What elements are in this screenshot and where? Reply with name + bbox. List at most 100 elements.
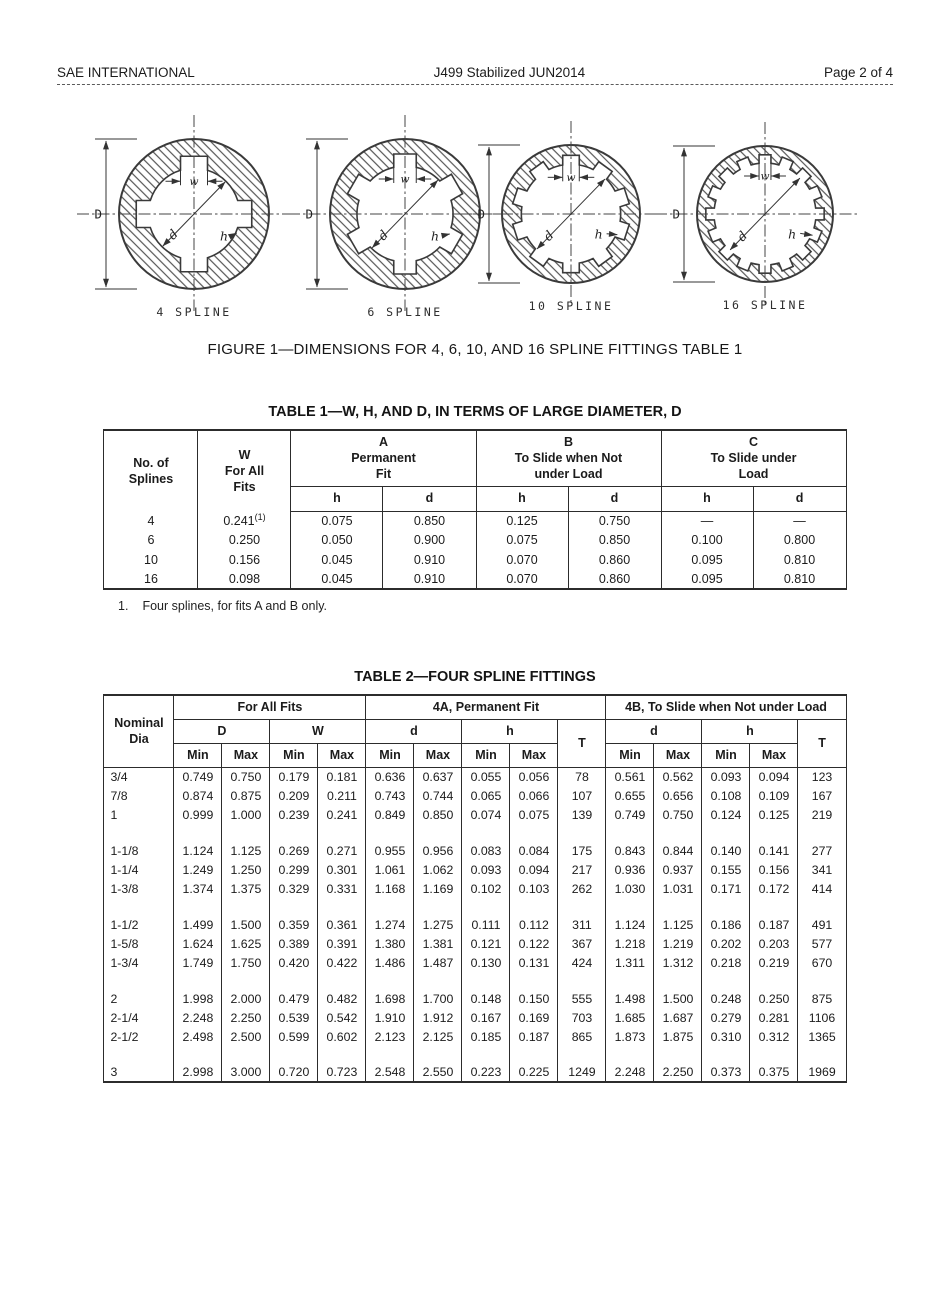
spline-count-label: 16 SPLINE [723,298,808,312]
spacer-cell [317,824,366,841]
spacer-cell [749,824,798,841]
spacer-cell [103,1046,174,1063]
spacer-cell [653,824,702,841]
cell-value: 0.093 [461,860,510,879]
spacer-cell [317,1046,366,1063]
spacer-cell [173,972,222,989]
cell-value: 0.301 [317,860,366,879]
cell-value: 2.998 [173,1063,222,1082]
table2-max: Max [749,743,798,768]
svg-text:h: h [431,229,439,244]
cell-value: 107 [557,786,606,805]
cell-value: 1.124 [605,915,654,934]
cell-value: 1249 [557,1063,606,1082]
dimension-D [673,145,715,283]
spacer-cell [173,1046,222,1063]
cell-value: 0.131 [509,953,558,972]
spacer-cell [269,1046,318,1063]
cell-value: 1.312 [653,953,702,972]
cell-value: 0.860 [567,569,661,589]
dimension-d-line [729,177,801,251]
cell-value: 367 [557,934,606,953]
spline-count-label: 10 SPLINE [529,299,614,313]
cell-value: 0.100 [660,530,753,550]
cell-value: 0.125 [749,805,798,824]
cell-value: 0.172 [749,879,798,898]
dim-label-D: D [672,207,680,222]
table2-min: Min [365,743,414,768]
cell-value: 1.486 [365,953,414,972]
table2-max: Max [221,743,270,768]
table2-group-all-fits: For All Fits [173,695,366,720]
table1-group-b-header: B To Slide when Not under Load [475,430,661,487]
cell-num-splines: 16 [103,569,198,589]
cell-nominal-dia: 2-1/2 [103,1027,174,1046]
spacer-cell [413,972,462,989]
cell-value: 577 [797,934,847,953]
cell-value: 0.109 [749,786,798,805]
cell-value: 219 [797,805,847,824]
spacer-cell [701,972,750,989]
dimension-h: h [788,226,813,241]
spacer-cell [461,1046,510,1063]
cell-value: 0.122 [509,934,558,953]
table1-subheader-d: d [752,486,847,512]
cell-value: 0.850 [567,530,661,550]
spacer-cell [269,972,318,989]
cell-value: 0.141 [749,841,798,860]
table2: Nominal Dia For All Fits 4A, Permanent F… [103,694,847,1083]
header-right: Page 2 of 4 [823,65,893,80]
cell-value: 2.248 [173,1008,222,1027]
table2-row: 3/4 0.749 0.750 0.179 0.181 0.636 0.637 0.055 0.… [103,767,847,786]
cell-nominal-dia: 1-1/4 [103,860,174,879]
table2-spacer-row [103,972,847,989]
spacer-cell [605,1046,654,1063]
spacer-cell [557,972,606,989]
cell-value: 1.875 [653,1027,702,1046]
cell-value: 0.083 [461,841,510,860]
spacer-cell [365,1046,414,1063]
table2-mid-W: W [269,719,366,744]
svg-text:h: h [220,229,228,244]
cell-value: 0.281 [749,1008,798,1027]
cell-value: 0.910 [382,569,476,589]
dim-label-w: w [761,171,770,183]
cell-value: 1.499 [173,915,222,934]
cell-value: 0.125 [475,511,568,531]
table2-mid-T: T [557,719,606,768]
spline-diagram-10: D d h w 10 SPLINE [460,121,666,313]
cell-value: 175 [557,841,606,860]
cell-value: 0.070 [475,569,568,589]
cell-value: 0.810 [752,569,847,589]
cell-value: 1.685 [605,1008,654,1027]
cell-value: 0.860 [567,550,661,570]
table2-row: 1-1/2 1.499 1.500 0.359 0.361 1.274 1.275 0.111… [103,915,847,934]
dimension-D [478,144,520,284]
cell-nominal-dia: 7/8 [103,786,174,805]
table2-min: Min [461,743,510,768]
cell-value: 0.269 [269,841,318,860]
header-rule [57,84,893,85]
dimension-w [547,163,595,182]
cell-nominal-dia: 1-3/8 [103,879,174,898]
spacer-cell [701,1046,750,1063]
cell-value: 0.391 [317,934,366,953]
cell-value: 2.125 [413,1027,462,1046]
spacer-cell [269,824,318,841]
spacer-cell [269,898,318,915]
cell-value: 277 [797,841,847,860]
cell-w-value: 0.098 [197,569,291,589]
spacer-cell [103,972,174,989]
cell-value: 0.121 [461,934,510,953]
cell-value: 0.844 [653,841,702,860]
cell-value: 0.223 [461,1063,510,1082]
table2-row: 1-1/8 1.124 1.125 0.269 0.271 0.955 0.956 0.083… [103,841,847,860]
cell-value: 0.103 [509,879,558,898]
cell-value: 262 [557,879,606,898]
cell-value: 0.843 [605,841,654,860]
footnote-number: 1. [118,599,129,613]
spacer-cell [701,824,750,841]
dim-label-D: D [94,207,102,222]
cell-value: 0.636 [365,767,414,786]
cell-value: 0.045 [290,569,383,589]
